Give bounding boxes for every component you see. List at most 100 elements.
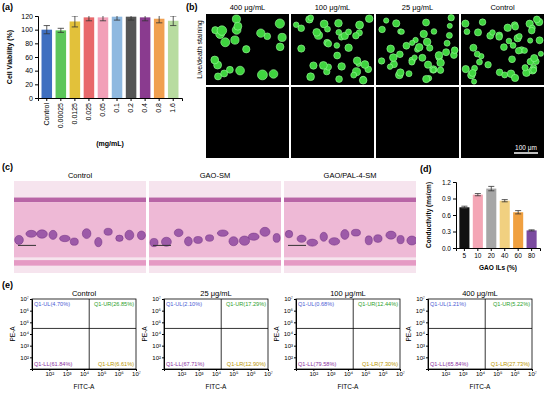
image-label: GAO-SM	[200, 171, 230, 180]
plot-title: 100 μg/mL	[330, 289, 366, 298]
tick: 10⁷	[396, 369, 405, 377]
cell	[423, 19, 430, 26]
tick: 10³	[195, 369, 204, 377]
tick-label: 10⁵	[97, 371, 107, 377]
tick-mark	[453, 248, 456, 249]
panel-label: (a)	[2, 2, 13, 12]
cell	[308, 15, 314, 21]
follicle	[239, 236, 249, 245]
error-bar	[529, 230, 535, 231]
tick-label: 0.8	[155, 103, 162, 113]
tick-label: 1.2	[442, 179, 451, 186]
cell	[471, 79, 476, 84]
micrograph	[461, 14, 544, 85]
tick-label: 0.00025	[57, 103, 64, 128]
gate-line	[428, 328, 532, 329]
cell	[397, 51, 404, 58]
cell	[334, 52, 341, 59]
tick: 10⁵	[284, 320, 296, 326]
plot-frame	[296, 299, 400, 369]
image-label: Control	[490, 3, 515, 12]
tick: 10⁷	[132, 369, 141, 377]
tick-mark	[504, 248, 505, 251]
error-line	[491, 186, 492, 190]
cell	[276, 43, 284, 51]
tick-mark	[162, 322, 164, 323]
cell	[338, 63, 346, 71]
cell	[378, 58, 384, 64]
follicles	[285, 229, 416, 246]
cell	[335, 19, 343, 27]
tick-label: 10⁶	[115, 371, 125, 377]
error-line	[88, 16, 89, 21]
cell	[389, 54, 397, 62]
error-line	[159, 16, 160, 23]
scale-bar	[514, 152, 538, 154]
bar	[473, 195, 483, 248]
x-axis-title: FITC-A	[470, 383, 492, 390]
error-bar	[142, 16, 148, 21]
cell	[424, 61, 431, 68]
x-axis: 10²10³10⁴10⁵10⁶10⁷	[165, 369, 273, 377]
cell	[531, 54, 538, 61]
tick-label: 20	[488, 252, 496, 259]
tick: 60	[25, 54, 38, 61]
tick-label: 10⁵	[20, 320, 30, 326]
follicle	[229, 237, 238, 246]
gates	[164, 299, 268, 369]
y-axis-line	[426, 300, 429, 370]
tick-label: 60	[515, 252, 523, 259]
cell	[528, 38, 533, 43]
tick-mark	[426, 357, 428, 358]
image-label: 25 μg/mL	[402, 3, 433, 12]
follicle	[351, 229, 360, 236]
tick-label: 120	[21, 13, 33, 20]
quadrant-label: Q1-UR(26.85%)	[94, 301, 134, 307]
figure: (a)(b)(c)(d)(e)400 μg/mL100 μg/mL25 μg/m…	[0, 0, 546, 398]
muscle	[14, 260, 146, 266]
cell	[334, 43, 340, 49]
tick: 10²	[152, 355, 164, 361]
error-line	[46, 26, 47, 34]
tick-mark	[426, 322, 428, 323]
tick-mark	[60, 98, 61, 101]
tick-mark	[162, 311, 164, 312]
micrograph	[206, 14, 289, 85]
muscle	[149, 260, 281, 266]
tick-mark	[453, 232, 456, 233]
epidermis	[149, 198, 281, 203]
follicle	[374, 235, 382, 243]
cell	[236, 66, 245, 75]
cells	[211, 15, 286, 80]
cell	[511, 74, 518, 81]
quadrant-label: Q1-LR(7.30%)	[362, 361, 398, 367]
cell	[502, 72, 508, 78]
gate-line	[296, 328, 400, 329]
tick: 10⁴	[80, 369, 90, 377]
tick: 10⁶	[247, 369, 257, 377]
tick-label: 1.6	[169, 103, 176, 113]
dermis	[149, 202, 281, 257]
tick-label: 10³	[152, 343, 161, 349]
tick: 10²	[284, 355, 296, 361]
cell	[464, 29, 470, 35]
bars	[459, 186, 536, 248]
follicle	[26, 230, 37, 237]
gate-line	[164, 328, 268, 329]
tick-mark	[46, 98, 47, 101]
cell	[221, 70, 228, 77]
micrograph	[291, 14, 374, 85]
cell	[243, 46, 250, 53]
bar	[126, 17, 137, 98]
tick-label: 0.6	[442, 212, 451, 219]
tick: 10⁵	[97, 369, 107, 377]
cell	[477, 59, 483, 65]
follicle	[260, 227, 270, 236]
tick: 0.8	[155, 98, 162, 113]
quadrant-label: Q1-LL(61.84%)	[34, 361, 72, 367]
histology-image	[149, 181, 281, 273]
tick-mark	[477, 248, 478, 251]
tick-mark	[35, 84, 38, 85]
tick-mark	[453, 182, 456, 183]
follicle	[137, 231, 145, 240]
